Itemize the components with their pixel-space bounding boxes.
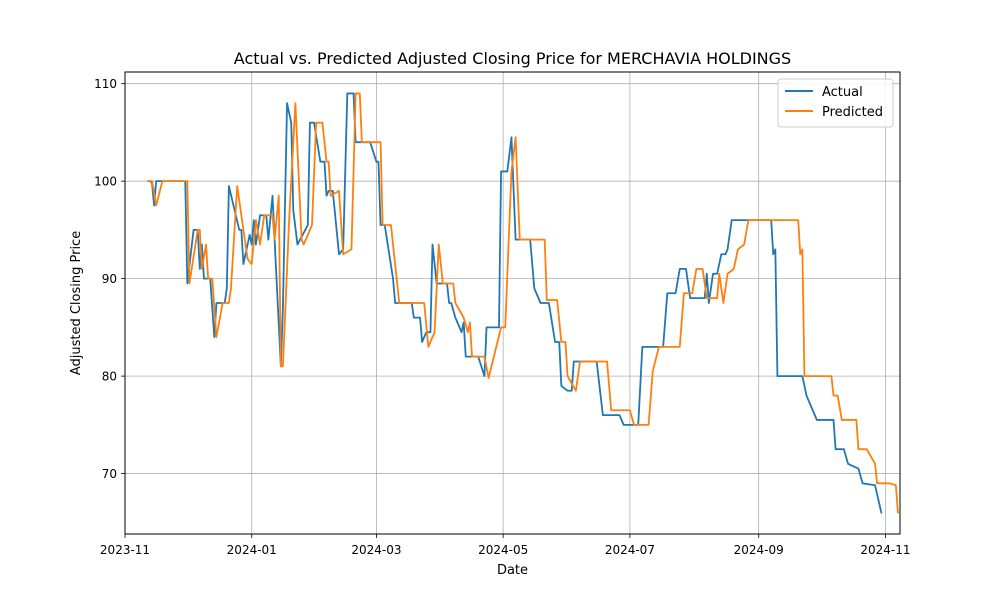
y-tick-label: 100 [94, 175, 117, 189]
x-axis: 2023-11 2024-01 2024-03 2024-05 2024-07 2024-… [100, 534, 911, 557]
legend-label-predicted: Predicted [822, 105, 883, 120]
x-tick-label: 2024-07 [605, 543, 655, 557]
x-tick-label: 2024-03 [351, 543, 401, 557]
series-line-predicted [146, 92, 899, 514]
x-tick-label: 2023-11 [100, 543, 150, 557]
x-tick-label: 2024-09 [734, 543, 784, 557]
x-tick-label: 2024-05 [478, 543, 528, 557]
legend-label-actual: Actual [822, 85, 863, 100]
y-tick-label: 80 [102, 370, 117, 384]
series-layer [146, 92, 899, 514]
x-tick-label: 2024-01 [227, 543, 277, 557]
legend: Actual Predicted [777, 78, 894, 128]
x-tick-label: 2024-11 [860, 543, 910, 557]
chart-title: Actual vs. Predicted Adjusted Closing Pr… [234, 49, 791, 68]
y-tick-label: 90 [102, 272, 117, 286]
y-axis-label: Adjusted Closing Price [69, 231, 84, 375]
x-axis-label: Date [497, 563, 528, 578]
y-tick-label: 70 [102, 467, 117, 481]
y-axis: 70 80 90 100 110 [94, 77, 125, 481]
y-tick-label: 110 [94, 77, 117, 91]
plot-frame [124, 71, 901, 535]
